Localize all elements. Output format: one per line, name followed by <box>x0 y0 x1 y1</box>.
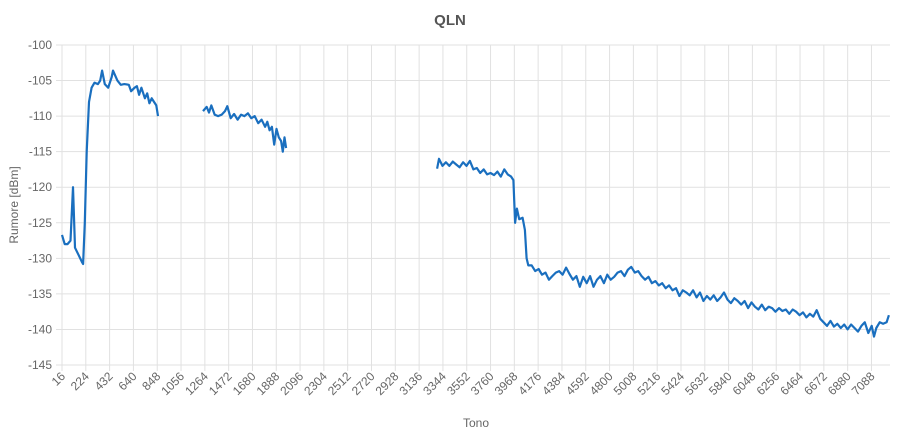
x-tick-label: 1680 <box>230 369 259 398</box>
x-tick-label: 2096 <box>277 369 306 398</box>
x-tick-label: 640 <box>115 369 139 393</box>
y-tick-label: -145 <box>28 358 52 372</box>
x-tick-label: 3136 <box>396 369 425 398</box>
data-line <box>60 69 890 338</box>
x-tick-label: 432 <box>92 369 116 393</box>
x-tick-label: 5632 <box>682 369 711 398</box>
x-tick-label: 1472 <box>206 369 235 398</box>
x-tick-label: 2304 <box>301 369 330 398</box>
x-tick-label: 1056 <box>158 369 187 398</box>
x-tick-label: 5008 <box>611 369 640 398</box>
x-axis-label: Tono <box>463 416 489 430</box>
x-tick-label: 6048 <box>730 369 759 398</box>
x-tick-label: 5840 <box>706 369 735 398</box>
x-tick-label: 6672 <box>801 369 830 398</box>
x-tick-label: 3760 <box>468 369 497 398</box>
y-tick-label: -110 <box>29 109 52 123</box>
x-tick-label: 4176 <box>515 369 544 398</box>
y-tick-label: -100 <box>28 38 52 52</box>
x-tick-label: 3344 <box>420 369 449 398</box>
x-tick-label: 2928 <box>373 369 402 398</box>
x-tick-label: 3968 <box>492 369 521 398</box>
y-tick-label: -140 <box>28 322 52 336</box>
x-tick-label: 1888 <box>254 369 283 398</box>
y-tick-label: -120 <box>28 180 52 194</box>
x-tick-label: 5424 <box>658 369 687 398</box>
y-tick-label: -135 <box>28 287 52 301</box>
y-tick-label: -115 <box>29 145 52 159</box>
x-tick-label: 2512 <box>325 369 354 398</box>
x-tick-label: 7088 <box>849 369 878 398</box>
x-tick-label: 4800 <box>587 369 616 398</box>
chart-title: QLN <box>434 12 466 29</box>
x-tick-label: 224 <box>68 369 92 393</box>
x-tick-label: 6880 <box>825 369 854 398</box>
x-tick-label: 5216 <box>635 369 664 398</box>
x-tick-label: 4384 <box>539 369 568 398</box>
y-tick-label: -125 <box>28 216 52 230</box>
x-tick-label: 6256 <box>754 369 783 398</box>
y-tick-label: -105 <box>28 74 52 88</box>
x-tick-label: 6464 <box>777 369 806 398</box>
x-tick-label: 2720 <box>349 369 378 398</box>
x-tick-label: 4592 <box>563 369 592 398</box>
x-tick-label: 1264 <box>182 369 211 398</box>
y-axis-label: Rumore [dBm] <box>7 166 21 243</box>
y-tick-label: -130 <box>28 251 52 265</box>
x-tick-label: 3552 <box>444 369 473 398</box>
